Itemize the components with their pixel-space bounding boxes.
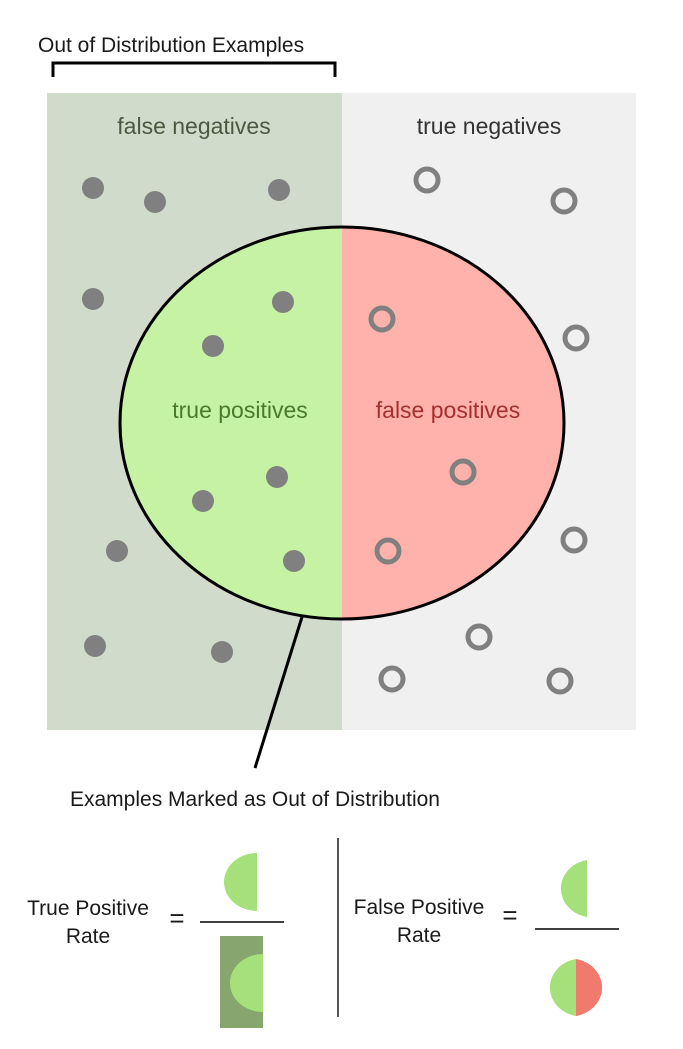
fpr-denominator-fp-half xyxy=(576,959,603,1016)
ood-bracket xyxy=(51,61,337,77)
false-negatives-label: false negatives xyxy=(117,113,270,139)
tpr-equals: = xyxy=(169,903,184,933)
filled-dot xyxy=(192,490,214,512)
filled-dot xyxy=(211,641,233,663)
ood-examples-label: Out of Distribution Examples xyxy=(38,34,304,57)
in-distribution-dots xyxy=(368,166,590,695)
filled-dot xyxy=(272,291,294,313)
hollow-dot xyxy=(368,305,396,333)
tpr-label-line2: Rate xyxy=(66,925,110,948)
filled-dot xyxy=(202,335,224,357)
fpr-numerator-half-ellipse xyxy=(560,860,587,917)
filled-dot xyxy=(268,179,290,201)
fpr-equals: = xyxy=(502,900,517,930)
hollow-dot xyxy=(550,187,578,215)
hollow-dot xyxy=(449,458,477,486)
tpr-label-line1: True Positive xyxy=(27,897,149,920)
true-positives-label: true positives xyxy=(172,397,308,423)
ood-dots xyxy=(82,177,305,663)
fpr-formula: False Positive Rate = xyxy=(354,860,619,1016)
true-negatives-label: true negatives xyxy=(417,113,561,139)
hollow-dot xyxy=(413,166,441,194)
tpr-denominator-half-ellipse xyxy=(230,954,263,1012)
tpr-formula: True Positive Rate = xyxy=(27,853,284,1028)
fpr-label-line2: Rate xyxy=(397,924,441,947)
detection-ellipse xyxy=(118,225,566,621)
pointer-label: Examples Marked as Out of Distribution xyxy=(70,788,440,811)
filled-dot xyxy=(266,466,288,488)
hollow-dot xyxy=(465,623,493,651)
hollow-dot xyxy=(560,526,588,554)
tpr-numerator-half-ellipse xyxy=(224,853,257,911)
pointer-line xyxy=(253,616,304,769)
filled-dot xyxy=(84,635,106,657)
filled-dot xyxy=(106,540,128,562)
false-positives-label: false positives xyxy=(376,397,520,423)
hollow-dot xyxy=(562,324,590,352)
hollow-dot xyxy=(374,537,402,565)
fpr-label-line1: False Positive xyxy=(354,896,485,919)
filled-dot xyxy=(144,191,166,213)
filled-dot xyxy=(82,177,104,199)
hollow-dot xyxy=(546,667,574,695)
filled-dot xyxy=(283,550,305,572)
hollow-dot xyxy=(378,665,406,693)
fpr-denominator-tp-half xyxy=(549,959,576,1016)
filled-dot xyxy=(82,288,104,310)
